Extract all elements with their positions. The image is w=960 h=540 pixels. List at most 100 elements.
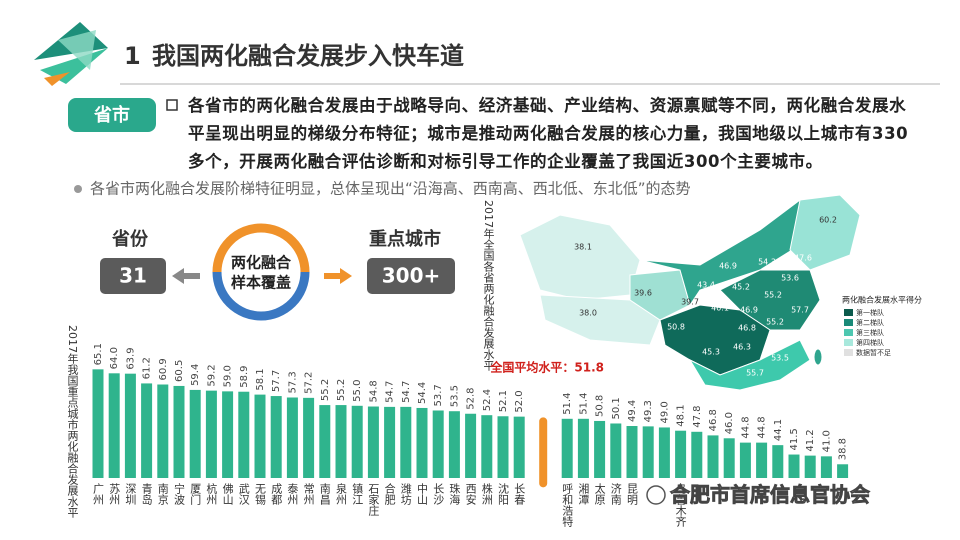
bar — [124, 373, 136, 478]
value-label: 64.0 — [109, 347, 120, 369]
bar — [481, 415, 493, 478]
x-tick-label: 长春 — [513, 483, 526, 506]
bar — [286, 397, 298, 478]
map-label: 55.7 — [746, 369, 764, 378]
map-label: 55.2 — [766, 318, 784, 327]
x-tick-label: 西安 — [464, 483, 477, 506]
stat-value: 31 — [119, 264, 147, 288]
value-label: 55.2 — [320, 379, 331, 401]
x-tick-label: 呼和浩特 — [561, 483, 574, 527]
value-label: 44.8 — [757, 416, 768, 438]
value-label: 55.0 — [352, 380, 363, 402]
x-tick-label: 青岛 — [140, 483, 153, 506]
tag: 省市 — [93, 104, 130, 126]
x-tick-label: 珠海 — [448, 482, 461, 506]
value-label: 57.3 — [287, 371, 298, 393]
legend-swatch — [844, 309, 853, 316]
bar — [691, 431, 703, 478]
note: 各省市两化融合发展阶梯特征明显，总体呈现出“沿海高、西南高、西北低、东北低”的态… — [90, 180, 691, 198]
tag-box — [68, 98, 156, 132]
x-tick-label: 湘潭 — [577, 482, 590, 505]
bullet — [166, 99, 178, 111]
value-label: 52.8 — [466, 387, 477, 409]
value-label: 49.0 — [659, 401, 670, 423]
bar — [465, 413, 477, 478]
x-tick-label: 杭州 — [205, 482, 218, 505]
value-label: 44.8 — [740, 416, 751, 438]
value-label: 52.4 — [482, 389, 493, 411]
value-label: 52.0 — [514, 390, 525, 412]
map-label: 39.7 — [681, 298, 699, 307]
bar — [675, 430, 687, 478]
map-label: 39.6 — [634, 289, 652, 298]
chart-title: 2017年我国重点城市两化融合发展水平 — [66, 325, 79, 519]
legend-swatch — [844, 319, 853, 326]
stat-box — [367, 258, 455, 294]
x-tick-label: 沈阳 — [497, 482, 510, 505]
bar — [108, 373, 120, 478]
bar — [173, 385, 185, 478]
map-label: 46.9 — [719, 262, 737, 271]
x-tick-label: 泉州 — [335, 482, 348, 505]
map-label: 38.1 — [574, 243, 592, 252]
map-label: 38.0 — [579, 309, 597, 318]
x-tick-label: 昆明 — [626, 483, 639, 506]
bar — [189, 389, 201, 478]
value-label: 58.9 — [239, 365, 250, 387]
map-label: 54.3 — [758, 258, 776, 267]
value-label: 49.3 — [643, 400, 654, 422]
legend-title: 两化融合发展水平得分 — [842, 295, 922, 305]
value-label: 38.8 — [838, 438, 849, 460]
stat-value: 300+ — [382, 264, 441, 288]
value-label: 63.9 — [125, 347, 136, 369]
bar — [626, 426, 638, 478]
watermark-icon — [646, 485, 666, 505]
average-marker — [539, 417, 548, 488]
stat-box — [100, 258, 166, 294]
stat-label: 省份 — [111, 228, 149, 250]
bar — [319, 405, 331, 478]
title: 我国两化融合发展步入快车道 — [152, 42, 464, 70]
value-label: 48.1 — [676, 404, 687, 426]
value-label: 51.4 — [578, 393, 589, 415]
bar — [254, 394, 266, 478]
section-number: 1 — [124, 42, 141, 70]
map-label: 60.2 — [819, 216, 837, 225]
legend-swatch — [844, 339, 853, 346]
value-label: 59.2 — [206, 364, 217, 386]
bar — [335, 405, 347, 478]
x-tick-label: 苏州 — [108, 483, 121, 505]
x-tick-label: 武汉 — [237, 483, 250, 506]
bar — [707, 435, 719, 478]
bar — [788, 454, 800, 478]
bar — [739, 442, 751, 478]
bar — [594, 420, 606, 478]
map-label: 53.8 — [778, 333, 796, 342]
value-label: 59.4 — [190, 364, 201, 386]
x-tick-label: 中山 — [416, 483, 429, 505]
bar — [577, 418, 589, 478]
value-label: 61.2 — [142, 357, 153, 379]
bar — [804, 455, 816, 478]
map-label: 41.8 — [719, 396, 737, 405]
value-label: 58.1 — [255, 368, 266, 390]
bar — [561, 418, 573, 478]
x-tick-label: 泰州 — [286, 482, 299, 505]
value-label: 53.7 — [433, 384, 444, 406]
x-tick-label: 常州 — [302, 483, 315, 505]
value-label: 50.1 — [611, 397, 622, 419]
bar — [642, 426, 654, 478]
bar — [448, 411, 460, 478]
ring — [212, 223, 310, 321]
map-label: 54.6 — [814, 321, 832, 330]
x-tick-label: 长沙 — [432, 483, 445, 505]
map-label: 43.4 — [697, 281, 715, 290]
bar — [157, 384, 169, 478]
x-tick-label: 潍坊 — [399, 483, 412, 505]
value-label: 65.1 — [93, 343, 104, 365]
value-label: 46.8 — [708, 409, 719, 431]
intro: 各省市的两化融合发展由于战略导向、经济基础、产业结构、资源禀赋等不同，两化融合发… — [188, 96, 909, 171]
legend-label: 第三梯队 — [856, 328, 884, 337]
bar — [303, 397, 315, 478]
